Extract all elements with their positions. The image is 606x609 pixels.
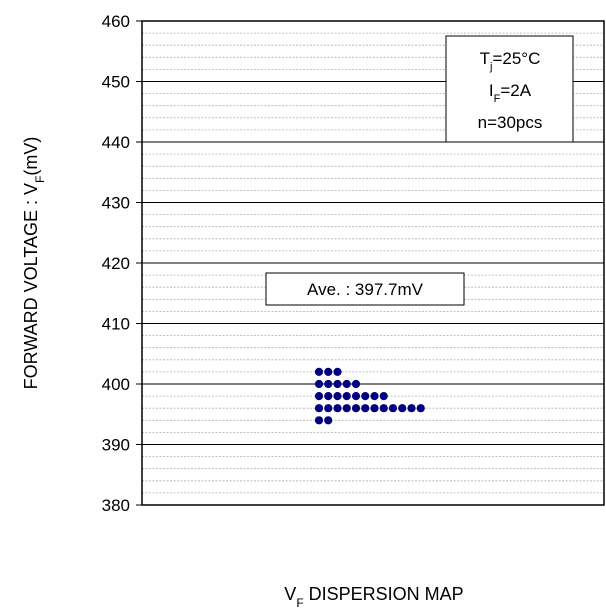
data-point <box>342 392 351 401</box>
y-tick-label: 410 <box>102 315 130 334</box>
condition-line-3: n=30pcs <box>478 113 543 132</box>
conditions-legend: Tj=25°C IF=2A n=30pcs <box>445 35 574 143</box>
data-point <box>324 404 333 413</box>
data-point <box>342 404 351 413</box>
data-point <box>407 404 416 413</box>
data-point <box>351 379 361 389</box>
y-tick-label: 430 <box>102 194 130 213</box>
data-point <box>333 379 342 389</box>
data-point <box>351 404 361 413</box>
data-point <box>314 392 324 401</box>
condition-line-1: Tj=25°C <box>480 49 541 73</box>
data-point <box>398 404 407 413</box>
y-tick-label: 420 <box>102 254 130 273</box>
x-axis-title: VF DISPERSION MAP <box>284 584 463 609</box>
data-points <box>314 367 425 425</box>
data-point <box>379 404 388 413</box>
data-point <box>314 367 324 376</box>
y-axis-ticks: 460 450 440 430 420 410 400 390 380 <box>102 12 142 515</box>
y-tick-label: 380 <box>102 496 130 515</box>
y-tick-label: 400 <box>102 375 130 394</box>
data-point <box>333 367 342 376</box>
y-tick-label: 460 <box>102 12 130 31</box>
data-point <box>370 404 379 413</box>
conditions-box <box>445 35 574 143</box>
data-point <box>333 392 342 401</box>
data-point <box>342 379 351 389</box>
data-point <box>324 379 333 389</box>
data-point <box>361 404 370 413</box>
y-axis-title: FORWARD VOLTAGE : VF(mV) <box>21 137 47 390</box>
data-point <box>370 392 379 401</box>
data-point <box>324 367 333 376</box>
data-point <box>314 416 324 425</box>
data-point <box>333 404 342 413</box>
condition-line-2: IF=2A <box>489 81 532 105</box>
y-tick-label: 390 <box>102 436 130 455</box>
data-point <box>314 379 324 389</box>
data-point <box>324 416 333 425</box>
average-annotation: Ave. : 397.7mV <box>265 272 465 306</box>
data-point <box>379 392 388 401</box>
average-label: Ave. : 397.7mV <box>307 280 424 299</box>
data-point <box>324 392 333 401</box>
data-point <box>361 392 370 401</box>
y-tick-label: 450 <box>102 73 130 92</box>
data-point <box>388 404 398 413</box>
average-box <box>265 272 465 306</box>
data-point <box>351 392 361 401</box>
data-point <box>416 404 425 413</box>
y-tick-label: 440 <box>102 133 130 152</box>
data-point <box>314 404 324 413</box>
